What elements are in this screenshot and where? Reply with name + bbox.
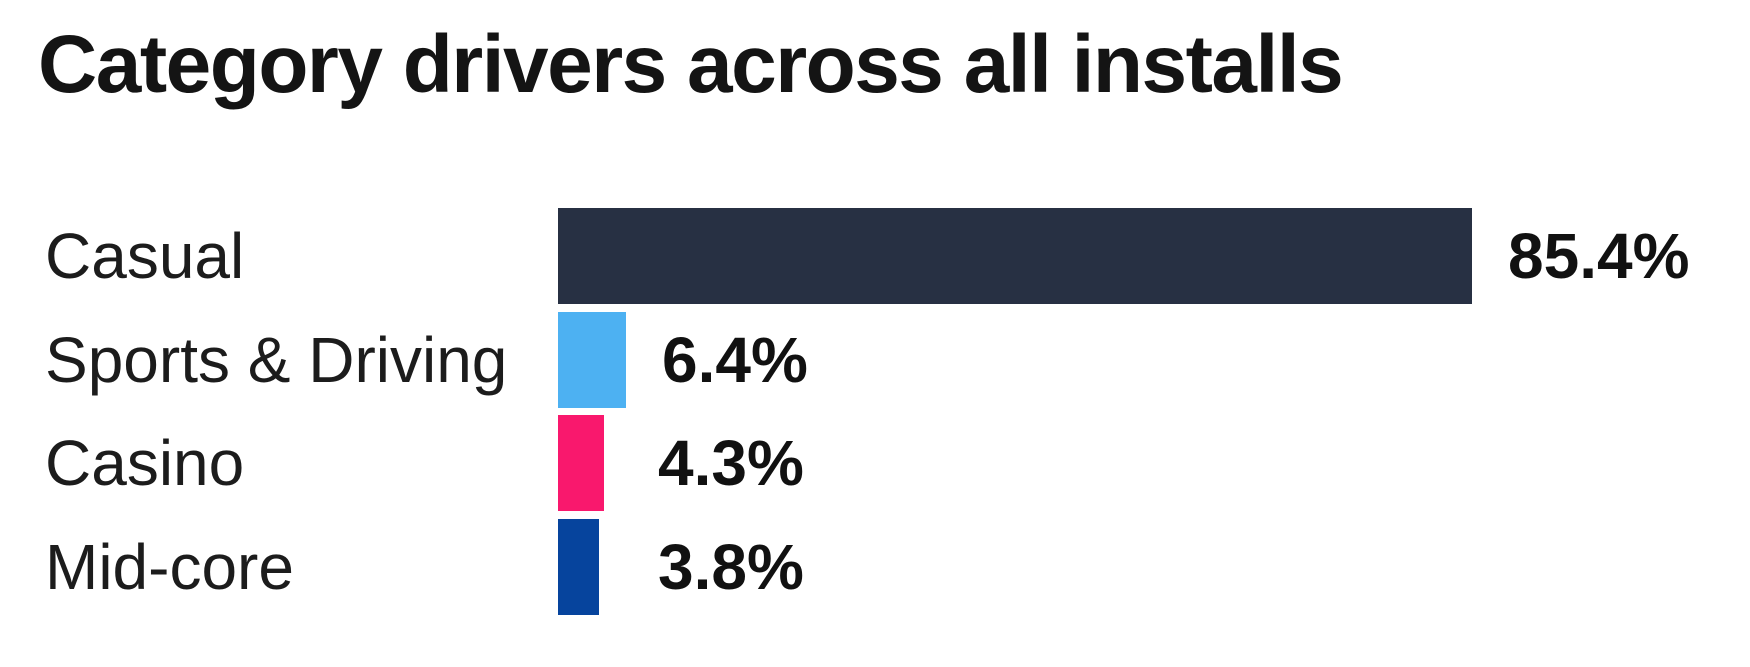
bar bbox=[558, 415, 604, 511]
value-label: 3.8% bbox=[658, 531, 804, 603]
bar bbox=[558, 312, 626, 408]
category-label: Casual bbox=[45, 220, 245, 292]
value-label: 85.4% bbox=[1508, 220, 1690, 292]
chart-row: Mid-core 3.8% bbox=[0, 519, 1750, 615]
category-label: Sports & Driving bbox=[45, 324, 508, 396]
chart-title: Category drivers across all installs bbox=[38, 19, 1344, 110]
chart-row: Casino 4.3% bbox=[0, 415, 1750, 511]
chart-row: Sports & Driving 6.4% bbox=[0, 312, 1750, 408]
category-label: Casino bbox=[45, 427, 245, 499]
bar bbox=[558, 208, 1472, 304]
category-label: Mid-core bbox=[45, 531, 294, 603]
bar bbox=[558, 519, 599, 615]
value-label: 4.3% bbox=[658, 427, 804, 499]
value-label: 6.4% bbox=[662, 324, 808, 396]
chart-row: Casual 85.4% bbox=[0, 208, 1750, 304]
